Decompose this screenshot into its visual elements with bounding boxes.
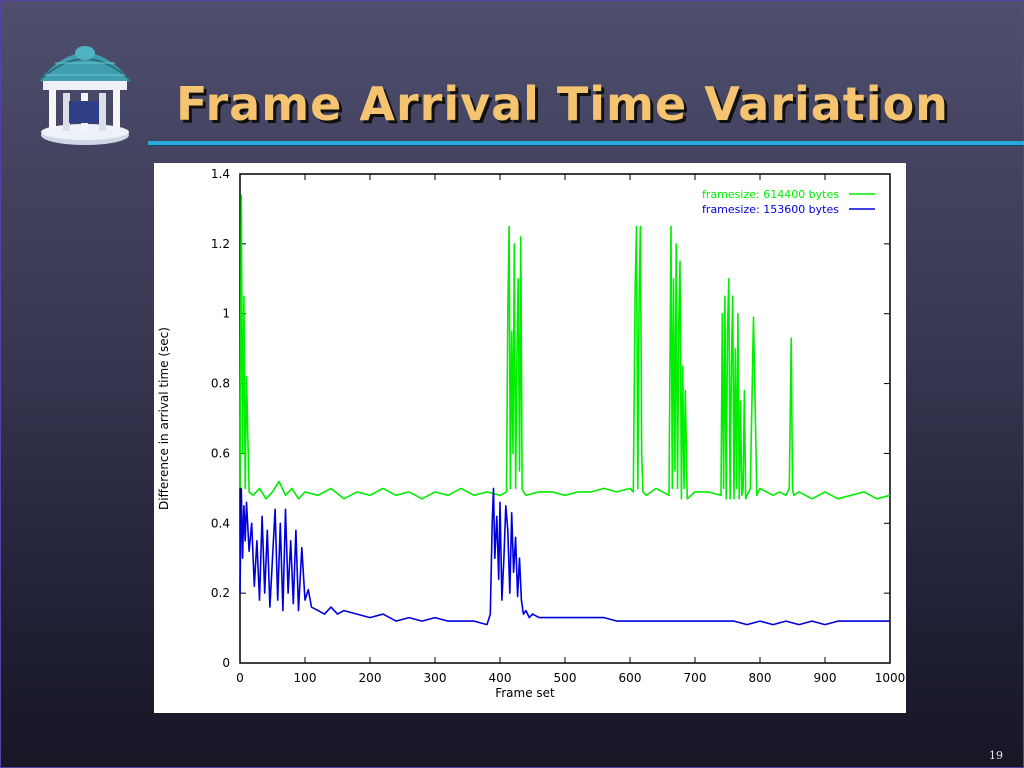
y-tick-label: 1.2: [211, 237, 230, 251]
legend-label-1: framesize: 614400 bytes: [702, 188, 839, 201]
x-tick-label: 0: [236, 671, 244, 685]
y-tick-label: 1: [222, 307, 230, 321]
x-tick-label: 700: [684, 671, 707, 685]
old-well-icon: [38, 46, 132, 145]
x-tick-label: 1000: [875, 671, 906, 685]
x-tick-label: 200: [359, 671, 382, 685]
y-tick-label: 0.2: [211, 586, 230, 600]
slide-title: Frame Arrival Time Variation: [176, 77, 949, 131]
slide-number: 19: [989, 749, 1003, 762]
x-tick-label: 100: [294, 671, 317, 685]
series-line-1: [239, 194, 891, 500]
y-axis-label: Difference in arrival time (sec): [157, 327, 171, 510]
y-tick-label: 0.8: [211, 377, 230, 391]
y-tick-label: 1.4: [211, 167, 230, 181]
x-tick-label: 800: [749, 671, 772, 685]
x-tick-label: 400: [489, 671, 512, 685]
series-line-2: [239, 487, 890, 626]
arrival-time-chart: 0 100 200 300 400 500 600 700 800 900 1000 0 0.2 0.4 0…: [157, 167, 906, 700]
legend-label-2: framesize: 153600 bytes: [702, 203, 839, 216]
x-axis-label: Frame set: [495, 686, 555, 700]
y-tick-label: 0.6: [211, 446, 230, 460]
x-tick-label: 600: [619, 671, 642, 685]
title-underline: [148, 141, 1024, 146]
x-tick-label: 300: [424, 671, 447, 685]
chart-panel: 0 100 200 300 400 500 600 700 800 900 1000 0 0.2 0.4 0…: [154, 163, 906, 713]
x-tick-label: 500: [554, 671, 577, 685]
y-tick-label: 0: [222, 656, 230, 670]
x-tick-label: 900: [814, 671, 837, 685]
y-tick-label: 0.4: [211, 516, 230, 530]
